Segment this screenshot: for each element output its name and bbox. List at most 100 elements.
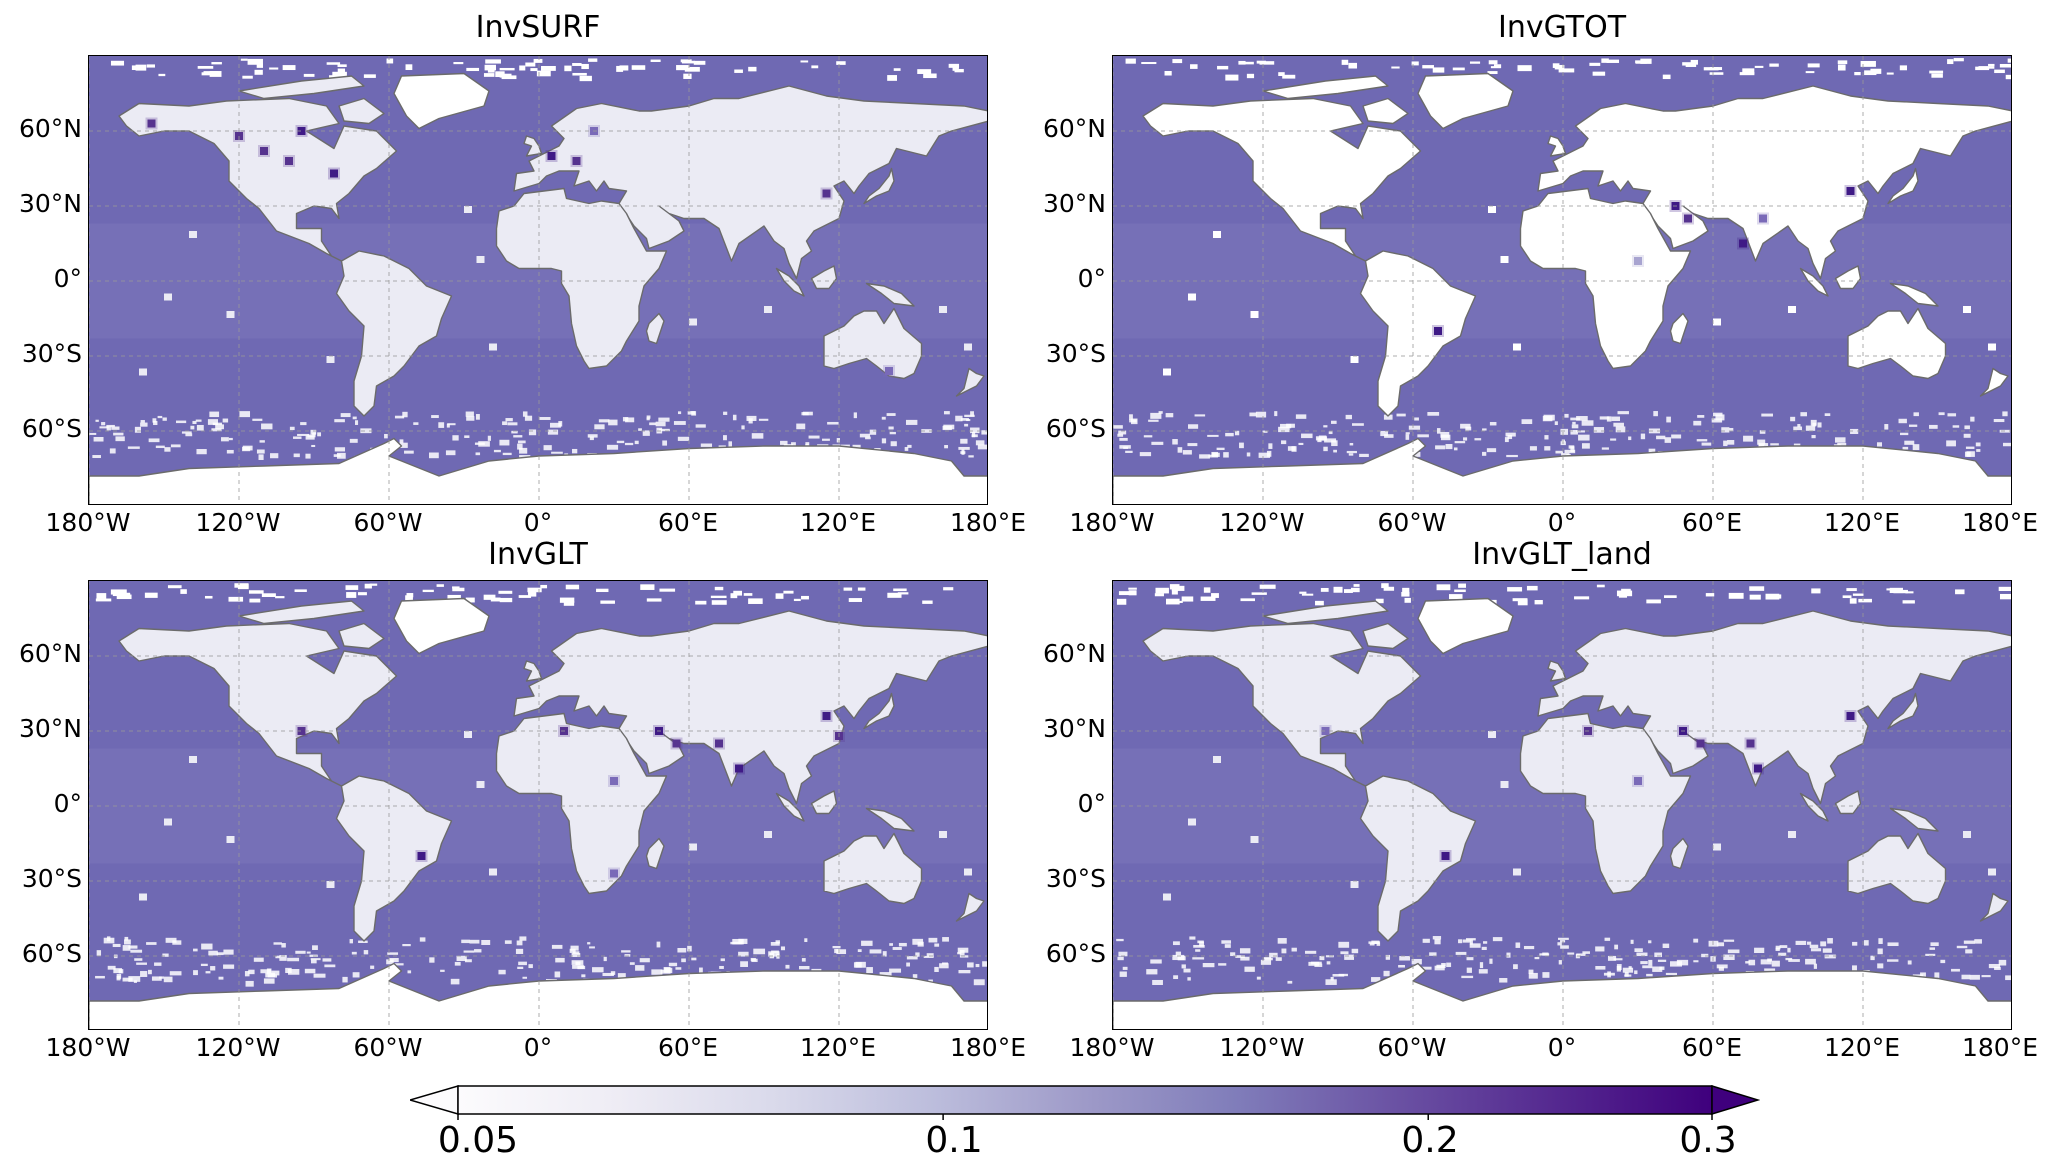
sea-ice-cell bbox=[1905, 591, 1914, 594]
sea-ice-cell bbox=[197, 65, 214, 69]
sea-ice-cell bbox=[260, 969, 272, 974]
sea-ice-cell bbox=[800, 60, 809, 63]
sea-ice-cell bbox=[147, 969, 152, 975]
sea-ice-cell bbox=[603, 956, 607, 962]
sea-ice-cell bbox=[289, 426, 295, 431]
sea-ice-cell bbox=[405, 64, 413, 71]
sea-ice-cell bbox=[1963, 940, 1975, 944]
landmass-new-guinea bbox=[865, 807, 915, 832]
sea-ice-cell bbox=[915, 952, 920, 957]
sea-ice-cell bbox=[313, 973, 326, 978]
sea-ice-cell bbox=[248, 590, 264, 594]
sea-ice-cell bbox=[1188, 424, 1199, 429]
sea-ice-cell bbox=[1405, 434, 1410, 440]
lon-label: 60°W bbox=[1377, 1033, 1447, 1062]
sea-ice-cell bbox=[1304, 950, 1317, 954]
sea-ice-cell bbox=[530, 68, 538, 72]
sea-ice-cell bbox=[866, 967, 873, 974]
sea-ice-cell bbox=[404, 450, 414, 454]
sea-ice-cell bbox=[572, 448, 578, 454]
sea-ice-cell bbox=[1401, 591, 1410, 597]
sea-ice-cell bbox=[1640, 433, 1646, 440]
sea-ice-cell bbox=[1654, 952, 1662, 958]
sea-ice-cell bbox=[2002, 411, 2008, 417]
sea-ice-cell bbox=[600, 600, 615, 604]
sea-ice-cell bbox=[465, 411, 474, 417]
island-cell bbox=[1250, 836, 1259, 843]
sea-ice-cell bbox=[1207, 434, 1219, 437]
sea-ice-cell bbox=[889, 968, 902, 973]
sea-ice-cell bbox=[504, 940, 512, 944]
sea-ice-cell bbox=[551, 451, 563, 454]
hotspot-cell bbox=[610, 869, 618, 878]
sea-ice-cell bbox=[1622, 967, 1634, 973]
lon-label: 180°E bbox=[949, 1033, 1026, 1062]
sea-ice-cell bbox=[536, 70, 551, 77]
island-cell bbox=[1188, 293, 1196, 301]
lon-label: 60°E bbox=[657, 1033, 719, 1062]
sea-ice-cell bbox=[352, 972, 360, 978]
landmass-new-zealand bbox=[1979, 367, 2009, 397]
sea-ice-cell bbox=[1797, 423, 1801, 428]
sea-ice-cell bbox=[655, 421, 666, 427]
sea-ice-cell bbox=[958, 970, 971, 974]
sea-ice-cell bbox=[1666, 416, 1671, 423]
sea-ice-cell bbox=[1266, 450, 1272, 457]
colorbar-tick-label: 0.3 bbox=[1679, 1120, 1737, 1161]
sea-ice-cell bbox=[861, 940, 873, 946]
sea-ice-cell bbox=[917, 69, 932, 74]
sea-ice-cell bbox=[158, 73, 166, 77]
sea-ice-cell bbox=[1340, 951, 1349, 955]
colorbar-tick-label: 0.05 bbox=[437, 1120, 519, 1161]
sea-ice-cell bbox=[394, 415, 405, 419]
lon-label: 180°E bbox=[1961, 508, 2038, 537]
sea-ice-cell bbox=[646, 417, 650, 421]
sea-ice-cell bbox=[259, 440, 265, 443]
sea-ice-cell bbox=[681, 60, 695, 64]
sea-ice-cell bbox=[109, 448, 116, 454]
sea-ice-cell bbox=[1301, 433, 1313, 439]
sea-ice-cell bbox=[751, 433, 764, 439]
island-cell bbox=[689, 318, 697, 326]
sea-ice-cell bbox=[1761, 413, 1773, 417]
sea-ice-cell bbox=[1263, 957, 1272, 960]
sea-ice-cell bbox=[921, 429, 932, 433]
landmass-new-zealand bbox=[955, 367, 985, 397]
sea-ice-cell bbox=[1994, 69, 2005, 74]
sea-ice-cell bbox=[1593, 427, 1605, 433]
sea-ice-cell bbox=[1581, 420, 1594, 426]
sea-ice-cell bbox=[981, 430, 987, 435]
sea-ice-cell bbox=[898, 942, 907, 947]
sea-ice-cell bbox=[1234, 430, 1240, 436]
lat-label: 30°N bbox=[1042, 714, 1106, 743]
sea-ice-cell bbox=[1886, 588, 1898, 591]
sea-ice-cell bbox=[450, 978, 460, 985]
sea-ice-cell bbox=[1743, 435, 1754, 442]
sea-ice-cell bbox=[1570, 446, 1575, 452]
sea-ice-cell bbox=[1244, 966, 1255, 972]
sea-ice-cell bbox=[1613, 422, 1624, 427]
sea-ice-cell bbox=[483, 594, 496, 600]
island-cell bbox=[139, 893, 147, 901]
sea-ice-cell bbox=[699, 967, 703, 973]
sea-ice-cell bbox=[360, 428, 372, 434]
sea-ice-cell bbox=[1202, 963, 1215, 968]
sea-ice-cell bbox=[528, 964, 533, 969]
sea-ice-cell bbox=[922, 600, 933, 604]
sea-ice-cell bbox=[279, 955, 287, 961]
sea-ice-cell bbox=[1858, 598, 1872, 603]
sea-ice-cell bbox=[1682, 62, 1697, 66]
sea-ice-cell bbox=[1143, 435, 1153, 438]
sea-ice-cell bbox=[310, 429, 317, 435]
sea-ice-cell bbox=[944, 445, 949, 449]
sea-ice-cell bbox=[1653, 411, 1658, 417]
sea-ice-cell bbox=[1664, 437, 1672, 443]
sea-ice-cell bbox=[429, 957, 435, 963]
sea-ice-cell bbox=[1574, 596, 1590, 600]
lon-label: 60°E bbox=[1681, 1033, 1743, 1062]
sea-ice-cell bbox=[95, 975, 105, 979]
sea-ice-cell bbox=[869, 949, 882, 954]
sea-ice-cell bbox=[1172, 59, 1183, 64]
sea-ice-cell bbox=[796, 423, 806, 430]
sea-ice-cell bbox=[311, 959, 317, 964]
